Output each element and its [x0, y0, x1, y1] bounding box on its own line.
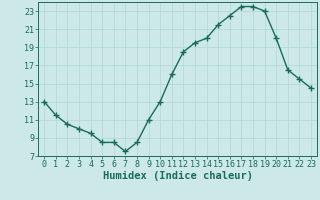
X-axis label: Humidex (Indice chaleur): Humidex (Indice chaleur) — [103, 171, 252, 181]
